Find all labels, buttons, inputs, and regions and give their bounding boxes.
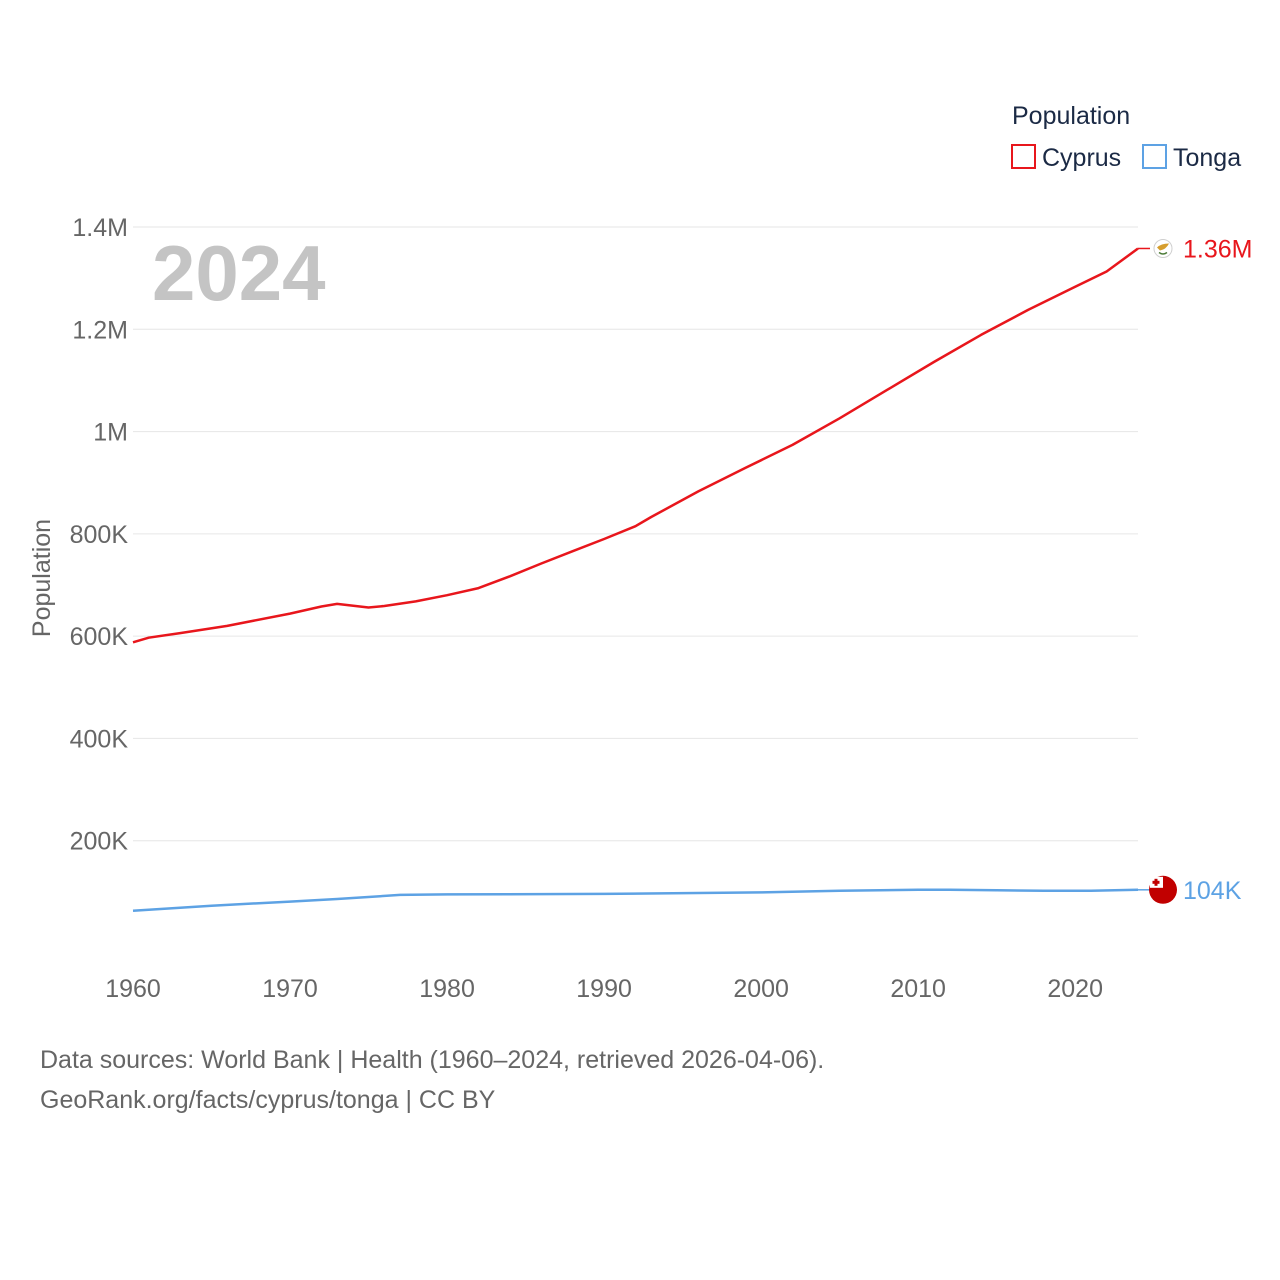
x-axis-ticks: 1960 1970 1980 1990 2000 2010 2020 [105, 975, 1103, 1003]
x-tick-label: 2020 [1047, 975, 1103, 1003]
cyprus-flag-icon [1153, 238, 1173, 258]
end-value-label-cyprus: 1.36M [1183, 235, 1252, 263]
data-source-text: Data sources: World Bank | Health (1960–… [40, 1046, 825, 1074]
x-tick-label: 1980 [419, 975, 475, 1003]
y-axis-label: Population [28, 519, 56, 637]
legend-label-cyprus[interactable]: Cyprus [1042, 144, 1121, 172]
footer: Data sources: World Bank | Health (1960–… [40, 1040, 824, 1120]
legend-swatch-tonga[interactable] [1142, 144, 1167, 169]
x-tick-label: 1960 [105, 975, 161, 1003]
y-axis-ticks: 200K 400K 600K 800K 1M 1.2M 1.4M [70, 214, 129, 856]
legend-title: Population [1012, 102, 1130, 130]
grid-lines [133, 226, 1138, 842]
y-tick-label: 1M [93, 419, 128, 447]
end-labels: 1.36M 104K [1138, 235, 1252, 905]
y-tick-label: 1.2M [72, 316, 128, 344]
legend: Population Cyprus Tonga [1011, 102, 1241, 172]
attribution-text: GeoRank.org/facts/cyprus/tonga | CC BY [40, 1086, 496, 1114]
series-line-cyprus [132, 247, 1139, 644]
year-watermark: 2024 [152, 229, 326, 317]
x-tick-label: 2000 [733, 975, 789, 1003]
y-tick-label: 600K [70, 623, 129, 651]
x-tick-label: 1970 [262, 975, 318, 1003]
y-tick-label: 800K [70, 521, 129, 549]
population-line-chart: 2024 200K 400K 600K 800K 1M 1.2M 1.4M 1960 1970… [28, 102, 1252, 1003]
y-tick-label: 400K [70, 725, 129, 753]
series-line-tonga [132, 888, 1139, 913]
legend-label-tonga[interactable]: Tonga [1173, 144, 1241, 172]
series-lines [132, 247, 1139, 913]
y-tick-label: 200K [70, 828, 129, 856]
x-tick-label: 2010 [890, 975, 946, 1003]
y-tick-label: 1.4M [72, 214, 128, 242]
legend-swatch-cyprus[interactable] [1011, 144, 1036, 169]
tonga-flag-icon [1149, 875, 1177, 904]
end-value-label-tonga: 104K [1183, 877, 1242, 905]
x-tick-label: 1990 [576, 975, 632, 1003]
